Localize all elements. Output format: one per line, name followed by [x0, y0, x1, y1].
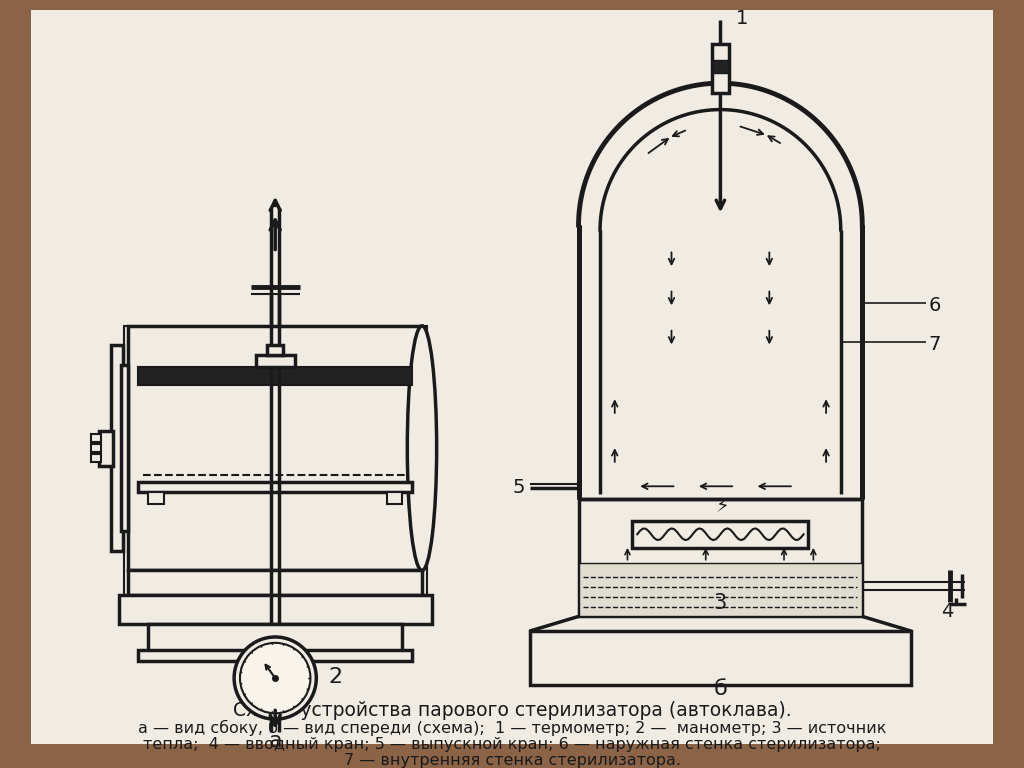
Bar	[138, 367, 413, 385]
Text: 1: 1	[736, 9, 749, 28]
Bar	[148, 492, 164, 504]
Bar	[91, 454, 101, 462]
Bar	[128, 326, 422, 571]
Text: 6: 6	[929, 296, 941, 315]
Bar	[579, 563, 862, 617]
Text: 5: 5	[512, 478, 524, 497]
Circle shape	[240, 643, 310, 713]
Bar	[121, 365, 128, 531]
Text: 7: 7	[929, 336, 941, 354]
Text: тепла;  4 — вводный кран; 5 — выпускной кран; 6 — наружная стенка стерилизатора;: тепла; 4 — вводный кран; 5 — выпускной к…	[143, 737, 881, 752]
Bar	[633, 521, 809, 548]
Bar	[91, 435, 101, 442]
Text: 7 — внутренняя стенка стерилизатора.: 7 — внутренняя стенка стерилизатора.	[343, 753, 681, 768]
Bar	[256, 355, 295, 367]
Circle shape	[234, 637, 316, 719]
Text: 4: 4	[941, 602, 953, 621]
Bar	[387, 492, 402, 504]
Text: Схема устройства парового стерилизатора (автоклава).: Схема устройства парового стерилизатора …	[232, 700, 792, 720]
Bar	[91, 444, 101, 452]
Ellipse shape	[408, 326, 436, 571]
Bar	[148, 624, 402, 652]
Bar	[138, 650, 413, 661]
Bar	[119, 595, 432, 624]
Text: 3: 3	[714, 593, 727, 613]
Bar	[124, 326, 427, 595]
Text: б: б	[714, 679, 727, 699]
Bar	[267, 346, 283, 355]
Bar	[99, 431, 113, 465]
Bar	[128, 571, 422, 595]
Bar	[138, 482, 413, 492]
Bar	[712, 44, 729, 93]
Bar	[713, 60, 728, 74]
Text: а: а	[268, 730, 282, 750]
Bar	[111, 346, 123, 551]
Text: 2: 2	[328, 667, 342, 687]
Bar	[579, 499, 862, 617]
Text: а — вид сбоку, б — вид спереди (схема);  1 — термометр; 2 —  манометр; 3 — источ: а — вид сбоку, б — вид спереди (схема); …	[138, 720, 886, 737]
Bar	[529, 631, 911, 685]
Text: ⚡: ⚡	[716, 498, 729, 517]
